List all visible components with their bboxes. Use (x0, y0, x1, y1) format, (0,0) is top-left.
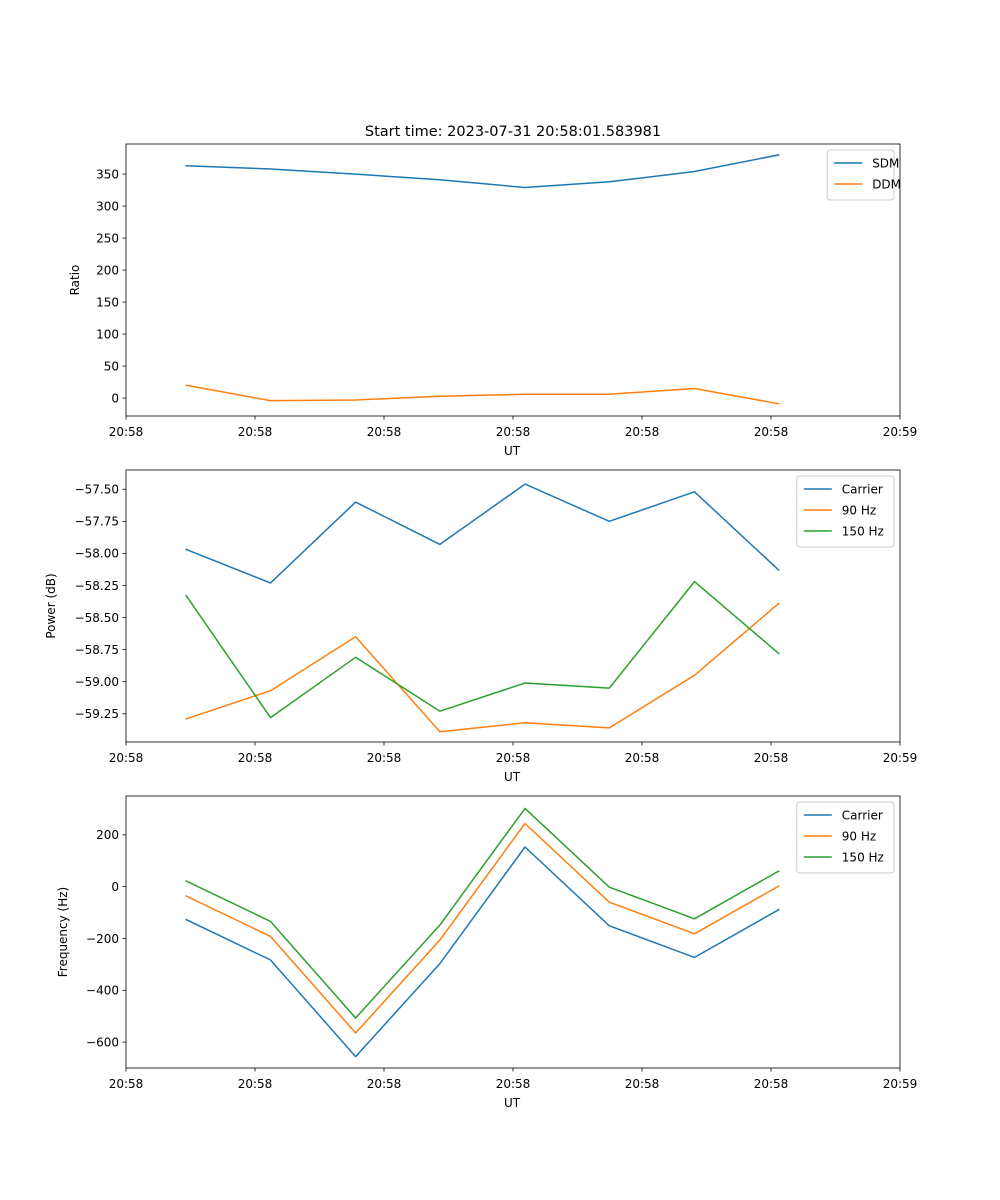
y-tick-label: 300 (96, 199, 119, 213)
series-line-90-hz (185, 602, 780, 733)
x-tick-label: 20:58 (109, 1077, 144, 1091)
legend-label: Carrier (842, 809, 883, 823)
y-axis-label: Frequency (Hz) (56, 887, 70, 978)
x-tick-label: 20:58 (238, 1077, 273, 1091)
y-tick-label: −58.25 (75, 579, 119, 593)
series-line-150-hz (185, 580, 780, 719)
y-tick-label: −58.75 (75, 643, 119, 657)
legend-frame (796, 475, 895, 548)
x-axis-label: UT (504, 444, 521, 458)
y-tick-label: 100 (96, 327, 119, 341)
y-tick-label: 250 (96, 231, 119, 245)
series-line-90-hz (185, 822, 780, 1034)
series-line-sdm (185, 154, 780, 189)
x-tick-label: 20:58 (754, 751, 789, 765)
y-tick-label: 150 (96, 295, 119, 309)
y-tick-label: −58.00 (75, 547, 119, 561)
x-tick-label: 20:58 (367, 425, 402, 439)
y-tick-label: 200 (96, 263, 119, 277)
legend: Carrier 90 Hz 150 Hz (796, 801, 895, 874)
frequency-subplot: 20:58 20:58 20:58 20:58 20:58 20:58 20:59 −600 −… (56, 795, 918, 1110)
series-line-carrier (185, 846, 780, 1058)
legend-label: DDM (872, 178, 901, 192)
legend: SDM DDM (826, 149, 901, 201)
y-tick-label: −59.00 (75, 675, 119, 689)
x-tick-label: 20:59 (883, 1077, 918, 1091)
y-tick-label: 350 (96, 167, 119, 181)
x-tick-label: 20:58 (625, 425, 660, 439)
y-tick-label: 200 (96, 828, 119, 842)
legend-label: SDM (872, 157, 899, 171)
x-tick-label: 20:58 (238, 425, 273, 439)
x-tick-label: 20:58 (496, 751, 531, 765)
y-tick-label: −600 (86, 1035, 119, 1049)
legend: Carrier 90 Hz 150 Hz (796, 475, 895, 548)
x-tick-label: 20:58 (109, 751, 144, 765)
x-tick-label: 20:58 (238, 751, 273, 765)
x-tick-label: 20:58 (754, 1077, 789, 1091)
series-line-ddm (185, 384, 780, 405)
legend-label: 150 Hz (842, 525, 884, 539)
x-tick-label: 20:59 (883, 751, 918, 765)
y-tick-label: −59.25 (75, 707, 119, 721)
x-tick-label: 20:59 (883, 425, 918, 439)
x-tick-label: 20:58 (367, 1077, 402, 1091)
y-tick-label: −58.50 (75, 611, 119, 625)
y-tick-label: 0 (111, 880, 119, 894)
y-tick-label: −400 (86, 984, 119, 998)
legend-label: 90 Hz (842, 504, 876, 518)
figure-title: Start time: 2023-07-31 20:58:01.583981 (365, 124, 661, 140)
y-tick-label: 50 (104, 359, 119, 373)
x-tick-label: 20:58 (625, 751, 660, 765)
y-tick-label: −57.50 (75, 483, 119, 497)
series-line-150-hz (185, 807, 780, 1019)
y-axis-label: Ratio (68, 265, 82, 296)
x-tick-label: 20:58 (109, 425, 144, 439)
y-tick-label: −200 (86, 932, 119, 946)
legend-label: 90 Hz (842, 830, 876, 844)
ratio-subplot: 20:58 20:58 20:58 20:58 20:58 20:58 20:59 0 50 10… (68, 143, 918, 458)
x-tick-label: 20:58 (496, 425, 531, 439)
x-tick-label: 20:58 (367, 751, 402, 765)
y-axis-label: Power (dB) (44, 573, 58, 638)
power-subplot: 20:58 20:58 20:58 20:58 20:58 20:58 20:59 −59.2… (44, 469, 918, 784)
x-axis-label: UT (504, 1096, 521, 1110)
x-tick-label: 20:58 (496, 1077, 531, 1091)
x-tick-label: 20:58 (754, 425, 789, 439)
legend-frame (796, 801, 895, 874)
y-tick-label: 0 (111, 391, 119, 405)
x-axis-label: UT (504, 770, 521, 784)
x-tick-label: 20:58 (625, 1077, 660, 1091)
legend-label: 150 Hz (842, 851, 884, 865)
series-line-carrier (185, 483, 780, 584)
y-tick-label: −57.75 (75, 515, 119, 529)
legend-label: Carrier (842, 483, 883, 497)
